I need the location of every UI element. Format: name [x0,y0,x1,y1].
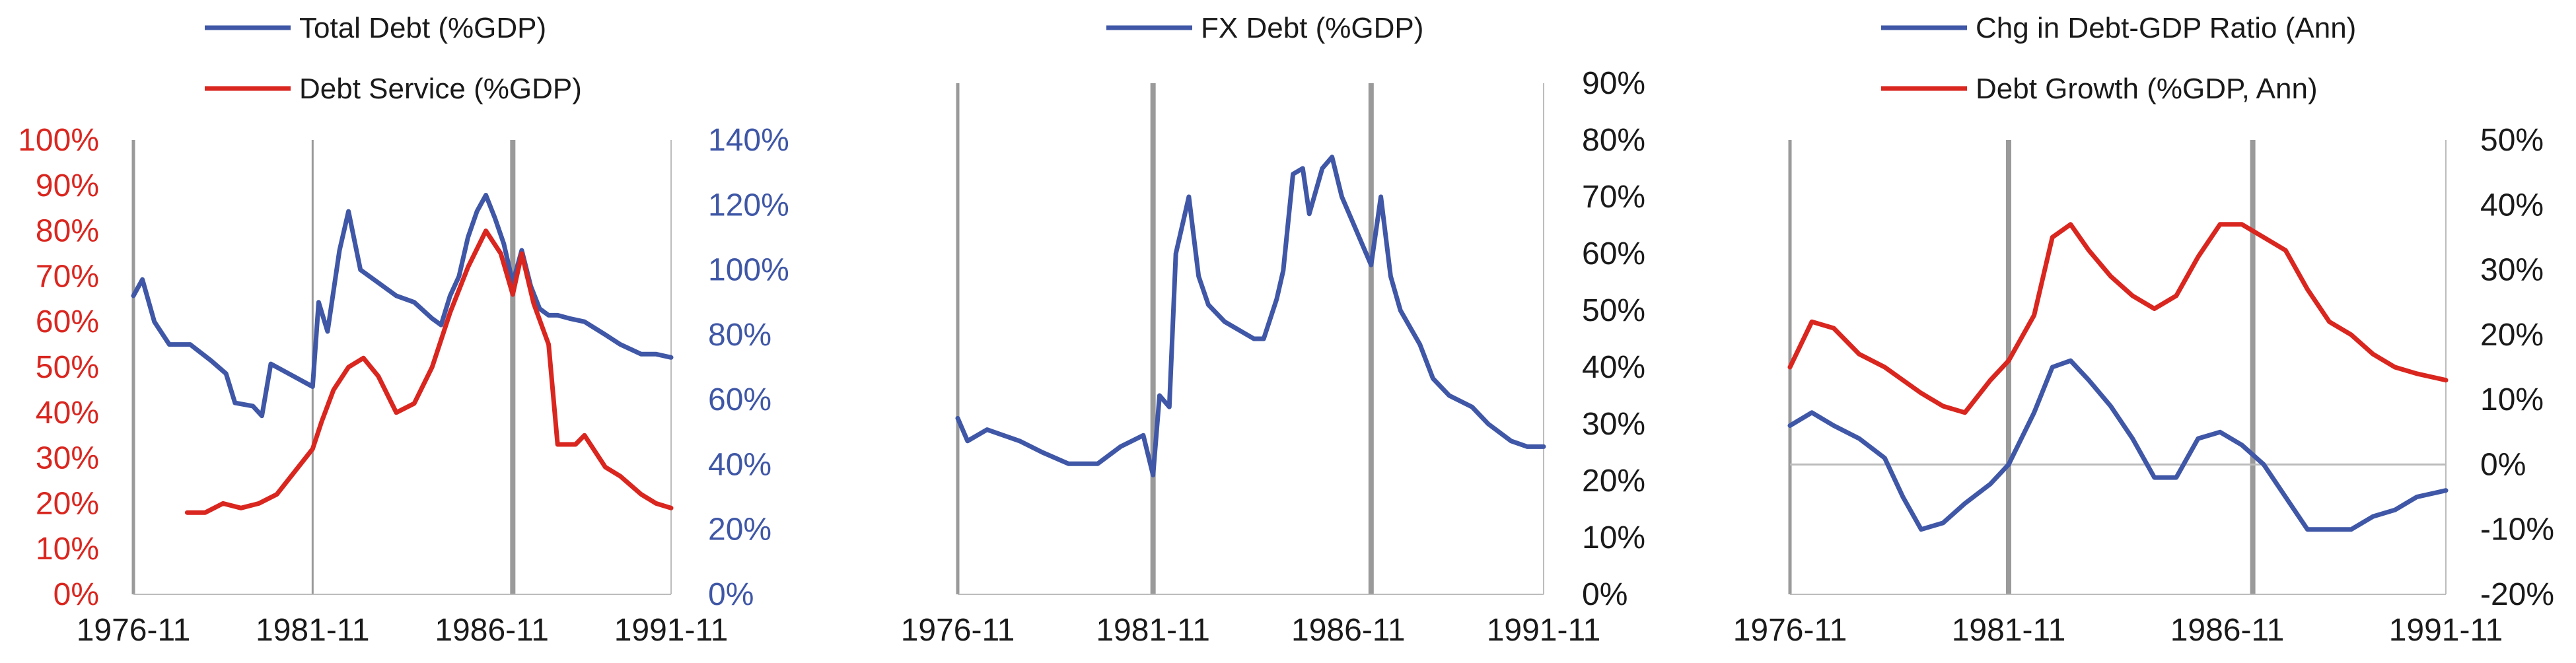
y-right-tick-label: 0% [1582,577,1628,612]
y-right-tick-label: 50% [2480,123,2544,158]
x-tick-label: 1991-11 [2389,613,2503,648]
y-left-tick-label: 10% [36,532,99,567]
x-tick-label: 1986-11 [2170,613,2285,648]
y-left-tick-label: 30% [36,441,99,476]
y-right-tick-label: 20% [708,512,771,547]
y-right-tick-label: 30% [2480,253,2544,288]
series-line-1 [955,155,1546,477]
series-line-1 [131,193,674,419]
y-right-tick-label: 40% [2480,188,2544,223]
y-right-tick-label: 0% [2480,447,2526,482]
y-right-tick-label: 50% [1582,293,1645,328]
x-tick-label: 1976-11 [901,613,1015,648]
y-left-tick-label: 100% [18,123,99,158]
y-right-tick-label: 60% [708,382,771,417]
y-right-tick-label: 20% [2480,318,2544,353]
x-tick-label: 1981-11 [1096,613,1210,648]
y-right-tick-label: 40% [708,447,771,482]
y-right-tick-label: 70% [1582,180,1645,215]
y-right-tick-label: 140% [708,123,789,158]
y-right-tick-label: -10% [2480,512,2554,547]
x-tick-label: 1991-11 [614,613,729,648]
y-left-tick-label: 20% [36,486,99,521]
y-right-tick-label: 40% [1582,350,1645,385]
x-tick-label: 1976-11 [77,613,191,648]
legend-label: FX Debt (%GDP) [1201,12,1423,44]
y-right-tick-label: 100% [708,253,789,288]
legend-label: Debt Service (%GDP) [299,73,582,105]
legend-label: Total Debt (%GDP) [299,12,546,44]
y-right-tick-label: 120% [708,188,789,223]
y-left-tick-label: 50% [36,350,99,385]
y-right-tick-label: 20% [1582,464,1645,499]
y-right-tick-label: 60% [1582,236,1645,271]
chart-panel-3: Chg in Debt-GDP Ratio (Ann) Debt Growth (… [1733,12,2554,648]
chart-panel-2: FX Debt (%GDP) 0% 10% 20% 30% 40% 50% 60% 70% 80%… [901,12,1645,648]
x-tick-label: 1991-11 [1487,613,1601,648]
x-tick-label: 1976-11 [1733,613,1847,648]
y-left-tick-label: 70% [36,259,99,294]
y-left-tick-label: 40% [36,396,99,431]
series-line-2 [184,228,674,515]
y-left-tick-label: 0% [54,577,99,612]
y-right-tick-label: 80% [1582,123,1645,158]
series-line-2 [1787,222,2449,415]
y-right-tick-label: 80% [708,318,771,353]
x-tick-label: 1981-11 [256,613,370,648]
y-right-tick-label: -20% [2480,577,2554,612]
x-tick-label: 1986-11 [435,613,549,648]
y-left-tick-label: 80% [36,214,99,249]
legend-label: Debt Growth (%GDP, Ann) [1976,73,2318,105]
y-right-tick-label: 10% [2480,382,2544,417]
y-right-tick-label: 30% [1582,407,1645,442]
y-right-tick-label: 0% [708,577,754,612]
y-right-tick-label: 90% [1582,66,1645,101]
y-right-tick-label: 10% [1582,520,1645,555]
x-tick-label: 1981-11 [1952,613,2066,648]
x-tick-label: 1986-11 [1291,613,1406,648]
y-left-tick-label: 60% [36,304,99,339]
y-left-tick-label: 90% [36,168,99,203]
chart-panel-1: Total Debt (%GDP) Debt Service (%GDP) 0% 10… [18,12,789,648]
legend-label: Chg in Debt-GDP Ratio (Ann) [1976,12,2356,44]
series-line-1 [1787,358,2449,532]
